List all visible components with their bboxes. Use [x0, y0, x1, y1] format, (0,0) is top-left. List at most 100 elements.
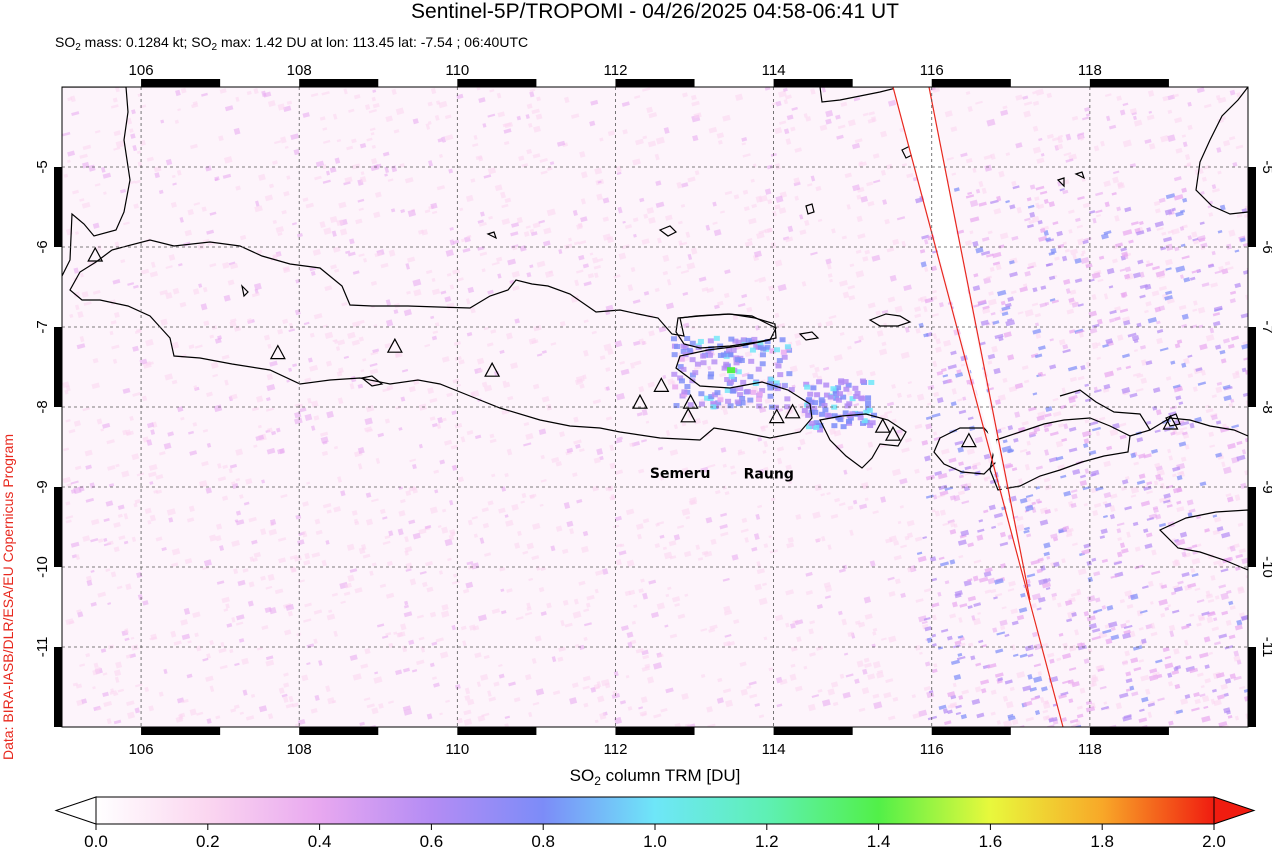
volcano-marker-10: [884, 425, 901, 441]
frame-ticks: [54, 79, 1256, 735]
volcano-marker-4: [653, 377, 670, 392]
kalimantan-coast: [819, 87, 901, 103]
swath-edge-left: [892, 87, 1064, 727]
islet-c: [360, 375, 384, 387]
volcano-marker-2: [484, 361, 501, 377]
colorbar-tick-label-3: 0.6: [419, 832, 444, 851]
frame-bar-left: [54, 327, 62, 407]
frame-bar-top: [457, 79, 537, 87]
islet-g: [1056, 177, 1065, 188]
lat-tick-left-6: -11: [34, 637, 51, 658]
graticule: [62, 87, 1248, 727]
islet-d: [1074, 171, 1086, 180]
lat-tick-left-0: -5: [34, 160, 51, 173]
lat-tick-left-3: -8: [34, 400, 51, 413]
sumbawa-coast: [989, 417, 1131, 491]
colorbar-label: SO2 column TRM [DU]: [569, 766, 741, 788]
volcano-label-raung: Raung: [744, 467, 794, 483]
volcano-marker-8: [784, 403, 801, 419]
volcano-marker-6: [682, 393, 699, 409]
lon-tick-bottom-3: 112: [604, 741, 628, 758]
lat-tick-right-3: -8: [1259, 400, 1272, 413]
so2-summary: SO2 mass: 0.1284 kt; SO2 max: 1.42 DU at…: [55, 34, 529, 53]
frame-bar-right: [1248, 167, 1256, 247]
volcano-markers: [87, 246, 1179, 448]
java-coast: [69, 239, 813, 441]
karimunjawa-coast: [486, 231, 498, 240]
frame-bar-top: [931, 79, 1011, 87]
swath-gap: [893, 87, 1064, 727]
colorbar-tick-label-1: 0.2: [195, 832, 220, 851]
lat-tick-right-6: -11: [1259, 637, 1272, 658]
swath-edge-right: [928, 87, 1031, 601]
frame-bar-bottom: [931, 727, 1011, 735]
lat-tick-right-1: -6: [1259, 240, 1272, 253]
volcano-marker-12: [87, 246, 104, 262]
frame-bar-bottom: [299, 727, 379, 735]
lat-tick-left-4: -9: [34, 480, 51, 493]
colorbar-under-arrow: [54, 796, 97, 825]
volcano-marker-13: [1162, 414, 1179, 430]
frame-bar-top: [1089, 79, 1169, 87]
volcano-marker-7: [768, 408, 785, 424]
sumatra-coast: [62, 87, 131, 277]
islet-e: [1165, 413, 1181, 427]
lon-tick-top-5: 116: [920, 62, 944, 79]
lon-tick-bottom-1: 108: [287, 741, 312, 758]
lat-tick-right-5: -10: [1259, 556, 1272, 578]
volcano-marker-3: [631, 393, 648, 409]
axis-tick-labels: 106 106 108 108 110 110 112 112 114 114 116 116 118 1…: [34, 62, 1272, 758]
colorbar-tick-label-6: 1.2: [754, 832, 779, 851]
frame-bar-bottom: [615, 727, 695, 735]
volcano-label-semeru: Semeru: [650, 466, 711, 482]
coastlines: [62, 87, 1248, 571]
frame-bar-bottom: [457, 727, 537, 735]
map-title: Sentinel-5P/TROPOMI - 04/26/2025 04:58-0…: [411, 0, 899, 23]
lon-tick-bottom-5: 116: [920, 741, 944, 758]
islet-f: [805, 203, 815, 215]
frame-bar-bottom: [1089, 727, 1169, 735]
sulawesi-coast: [1195, 87, 1248, 215]
lon-tick-top-6: 118: [1078, 62, 1102, 79]
colorbar-tick-marks: [95, 824, 1215, 830]
so2-pixels: [62, 87, 1248, 727]
lon-tick-top-4: 114: [762, 62, 786, 79]
bali-coast: [819, 413, 907, 469]
madura-coast: [675, 313, 777, 349]
islet-b: [241, 284, 249, 298]
frame-bar-bottom: [141, 727, 221, 735]
volcano-name-labels: Semeru Raung: [650, 466, 794, 483]
colorbar-tick-label-7: 1.4: [866, 832, 891, 851]
frame-bar-top: [615, 79, 695, 87]
lon-tick-bottom-4: 114: [762, 741, 786, 758]
lon-tick-top-2: 110: [445, 62, 469, 79]
frame-bar-bottom: [773, 727, 853, 735]
volcano-marker-9: [874, 417, 891, 433]
volcano-marker-0: [269, 344, 286, 360]
volcano-marker-5: [680, 407, 697, 423]
colorbar-tick-label-10: 2.0: [1202, 832, 1226, 851]
lat-tick-left-1: -6: [34, 240, 51, 253]
lon-tick-bottom-6: 118: [1078, 741, 1102, 758]
lon-tick-top-0: 106: [129, 62, 154, 79]
lat-tick-left-2: -7: [34, 320, 51, 333]
volcano-marker-11: [960, 432, 977, 448]
colorbar-tick-label-9: 1.8: [1090, 832, 1115, 851]
frame-bar-right: [1248, 487, 1256, 567]
lon-tick-bottom-0: 106: [129, 741, 154, 758]
colorbar-over-arrow: [1213, 796, 1256, 825]
colorbar-tick-label-0: 0.0: [84, 832, 108, 851]
lon-tick-top-1: 108: [287, 62, 312, 79]
colorbar-tick-label-8: 1.6: [978, 832, 1003, 851]
islet-a: [798, 331, 820, 341]
frame-bar-top: [141, 79, 221, 87]
kangean-coast: [868, 313, 912, 327]
frame-bar-left: [54, 647, 62, 727]
frame-bar-top: [773, 79, 853, 87]
colorbar: [95, 796, 1215, 825]
lat-tick-right-0: -5: [1259, 160, 1272, 173]
frame-bar-left: [54, 167, 62, 247]
frame-bar-right: [1248, 327, 1256, 407]
frame-bar-top: [299, 79, 379, 87]
